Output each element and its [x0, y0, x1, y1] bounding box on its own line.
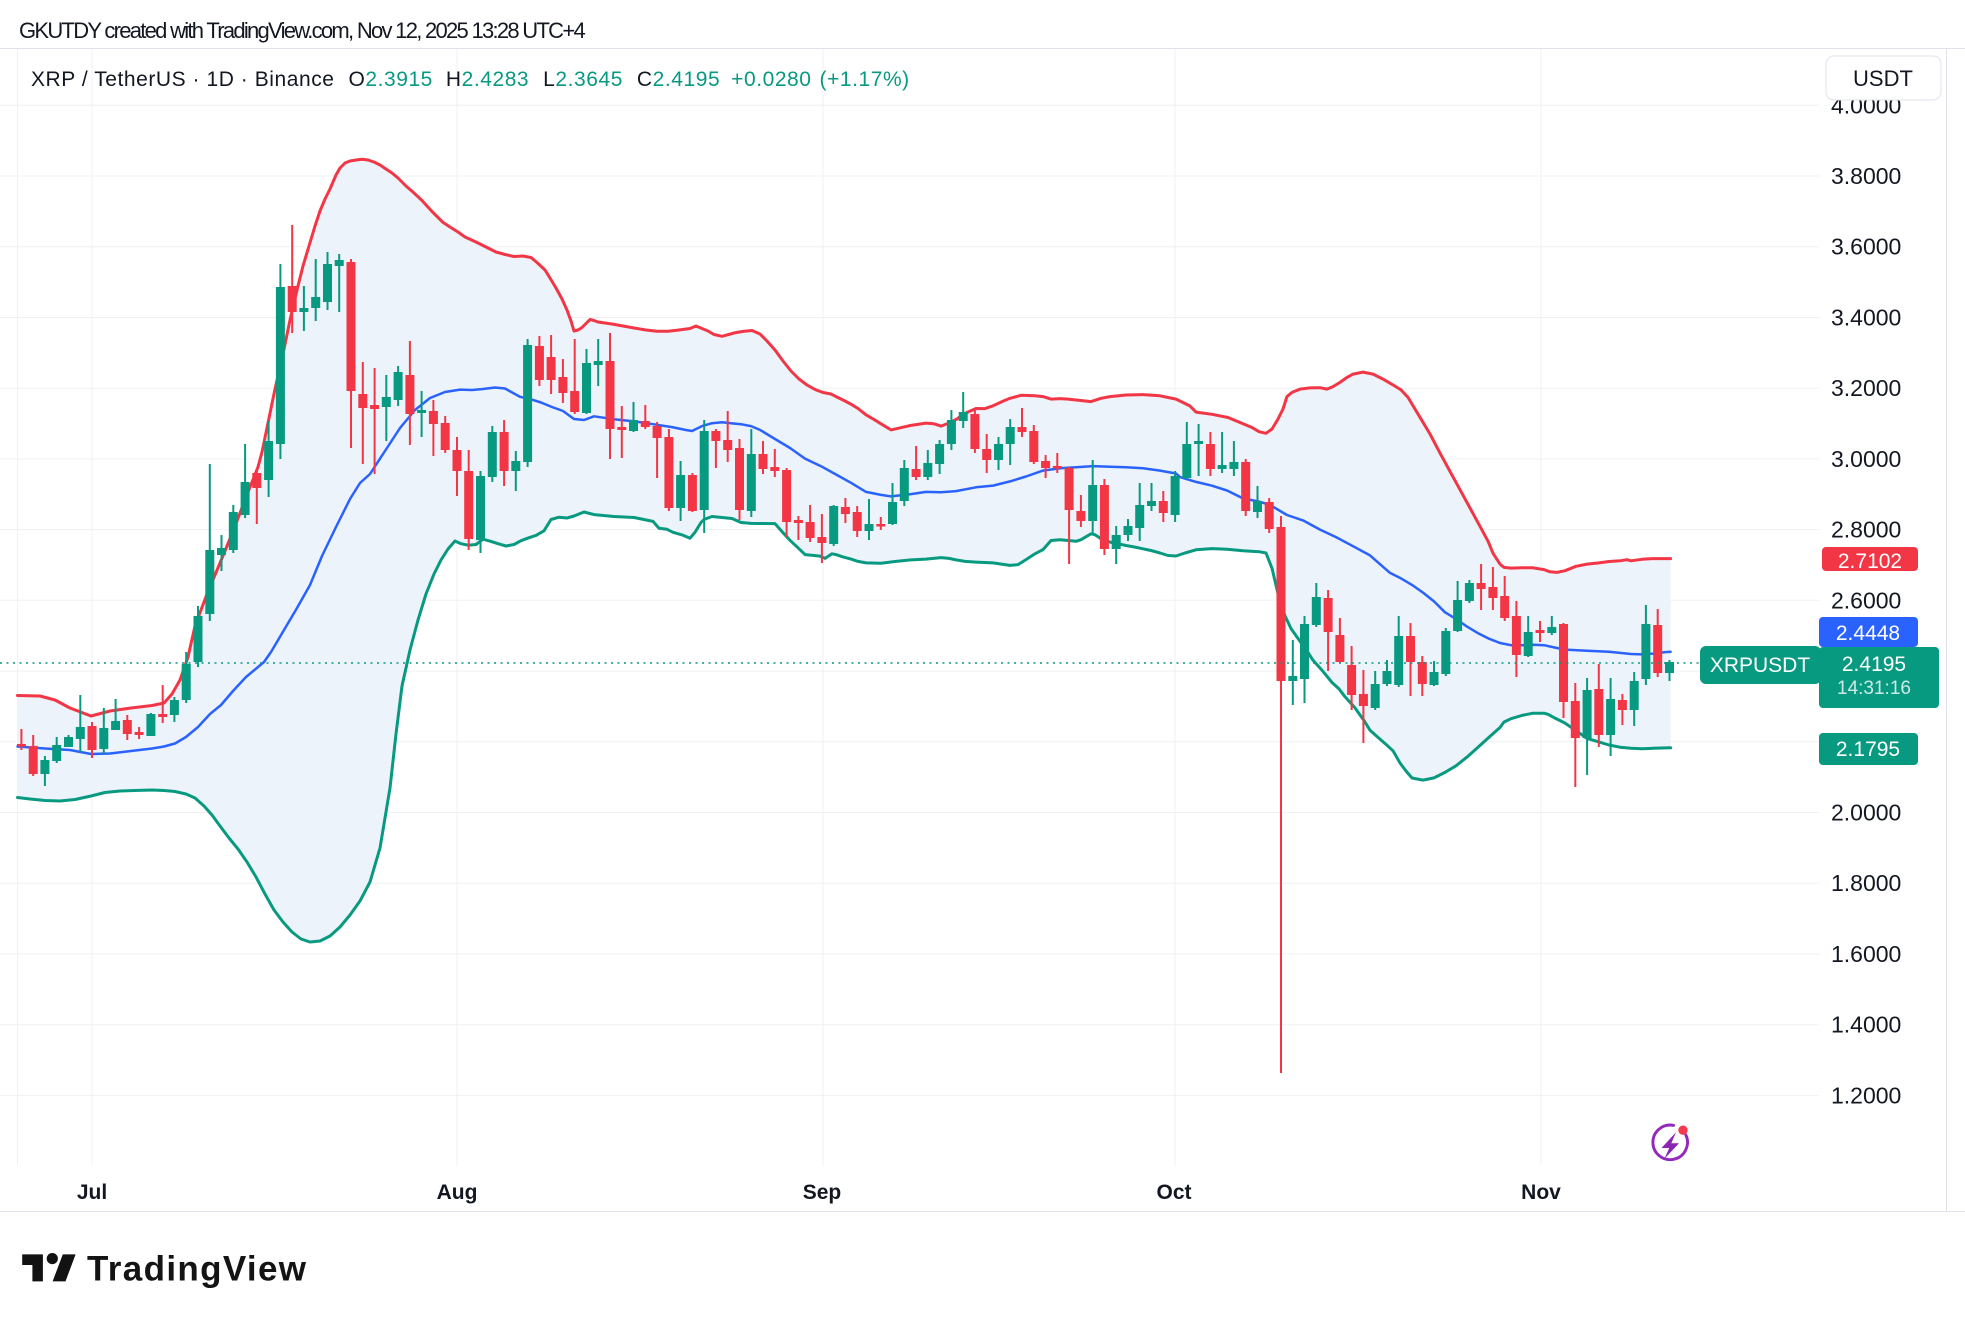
svg-text:1.2000: 1.2000: [1831, 1082, 1901, 1108]
svg-text:Jul: Jul: [77, 1181, 107, 1204]
svg-text:TradingView: TradingView: [87, 1250, 307, 1289]
svg-text:USDT: USDT: [1853, 66, 1913, 91]
svg-text:3.0000: 3.0000: [1831, 446, 1901, 472]
svg-text:Nov: Nov: [1521, 1181, 1561, 1204]
svg-text:2.1795: 2.1795: [1836, 738, 1900, 761]
svg-text:Aug: Aug: [437, 1181, 478, 1204]
svg-text:1.4000: 1.4000: [1831, 1012, 1901, 1038]
svg-text:3.8000: 3.8000: [1831, 163, 1901, 189]
svg-text:Oct: Oct: [1156, 1181, 1191, 1204]
svg-text:1.6000: 1.6000: [1831, 941, 1901, 967]
svg-text:3.6000: 3.6000: [1831, 234, 1901, 260]
svg-text:1.8000: 1.8000: [1831, 870, 1901, 896]
svg-text:14:31:16: 14:31:16: [1837, 678, 1911, 699]
svg-text:Sep: Sep: [803, 1181, 842, 1204]
svg-text:2.7102: 2.7102: [1838, 550, 1902, 573]
svg-text:3.2000: 3.2000: [1831, 375, 1901, 401]
svg-text:2.8000: 2.8000: [1831, 517, 1901, 543]
svg-text:2.6000: 2.6000: [1831, 587, 1901, 613]
svg-text:2.4195: 2.4195: [1842, 653, 1906, 676]
svg-text:2.4448: 2.4448: [1836, 622, 1900, 645]
svg-text:3.4000: 3.4000: [1831, 305, 1901, 331]
svg-text:2.0000: 2.0000: [1831, 800, 1901, 826]
svg-text:XRPUSDT: XRPUSDT: [1710, 654, 1811, 677]
